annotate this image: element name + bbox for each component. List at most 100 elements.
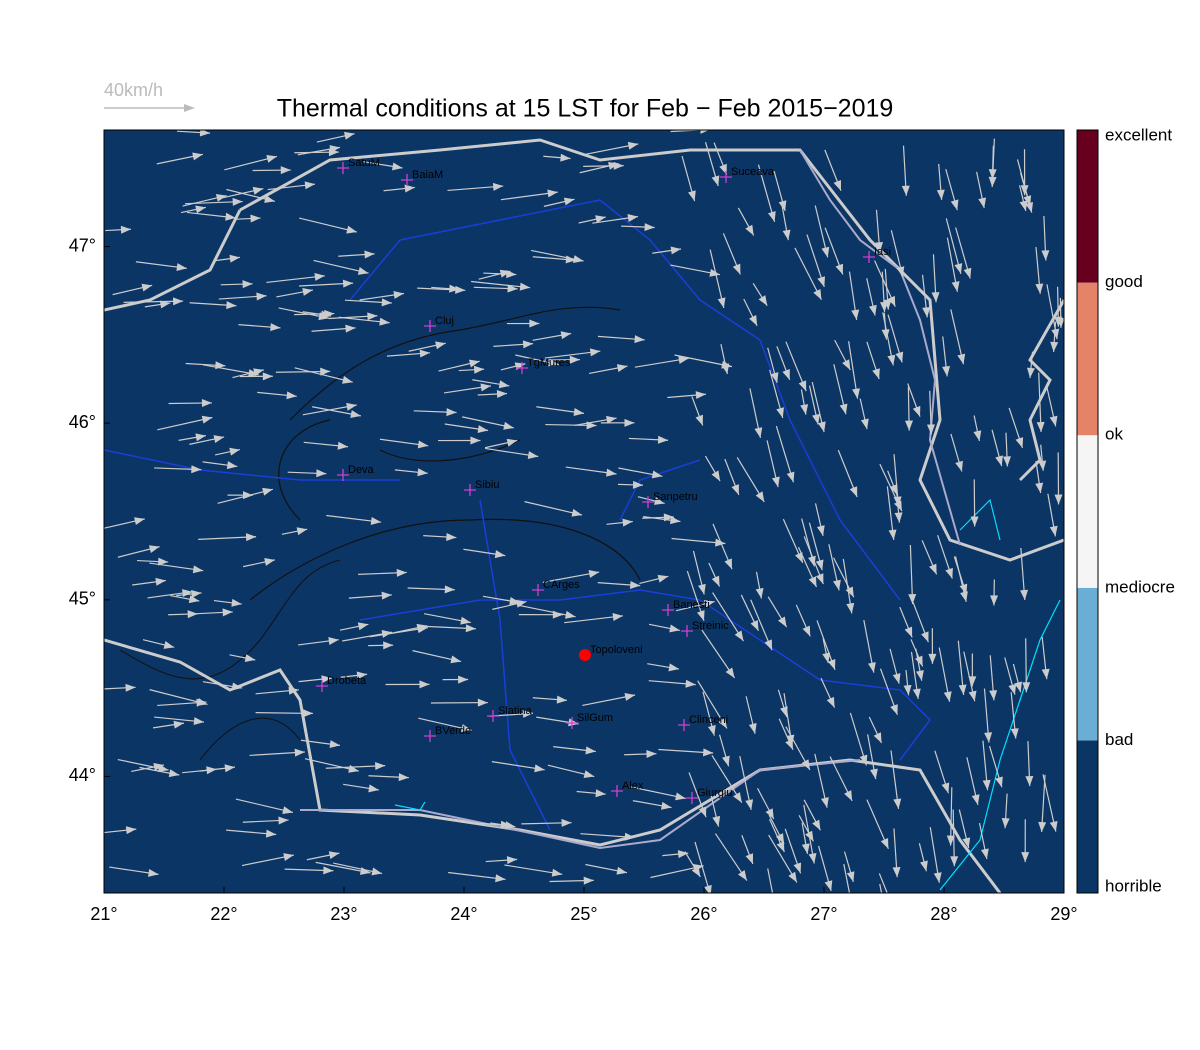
- wind-arrow-head: [846, 602, 855, 614]
- wind-arrow-head: [852, 388, 860, 399]
- wind-arrow-head: [786, 471, 795, 483]
- wind-arrow-head: [892, 673, 901, 684]
- wind-arrow-head: [1008, 683, 1017, 695]
- wind-arrow-head: [780, 706, 788, 718]
- wind-arrow-head: [883, 299, 892, 310]
- wind-arrow-head: [191, 589, 202, 598]
- wind-arrow-head: [158, 557, 169, 566]
- wind-arrow: [879, 883, 883, 893]
- wind-arrow-head: [1021, 852, 1030, 863]
- wind-arrow-head: [314, 272, 325, 281]
- wind-arrow-head: [889, 484, 898, 495]
- wind-arrow-head: [460, 724, 472, 732]
- city-marker: [863, 251, 875, 263]
- y-tick-label: 44°: [69, 765, 96, 785]
- wind-arrow-head: [519, 282, 531, 291]
- colorbar-segment: [1077, 435, 1098, 588]
- wind-arrow-head: [990, 595, 999, 606]
- wind-arrow-head: [678, 355, 689, 364]
- wind-arrow-head: [1038, 460, 1047, 471]
- wind-arrow-head: [288, 686, 299, 695]
- wind-arrow-head: [392, 162, 403, 171]
- wind-arrow-head: [842, 359, 851, 371]
- wind-arrow-head: [737, 870, 747, 881]
- wind-arrow-head: [920, 860, 928, 872]
- wind-arrow-head: [795, 552, 803, 563]
- wind-arrow-head: [572, 255, 584, 263]
- wind-arrow-head: [715, 538, 726, 547]
- wind-arrow-head: [480, 383, 491, 392]
- city-label: TgMures: [527, 357, 571, 369]
- wind-arrow-head: [817, 421, 826, 433]
- wind-arrow-head: [595, 215, 606, 224]
- wind-arrow-head: [321, 675, 332, 684]
- wind-arrow-head: [446, 408, 457, 417]
- wind-arrow-head: [755, 491, 765, 502]
- map-background: [104, 130, 1064, 893]
- wind-arrow-head: [583, 770, 595, 779]
- wind-arrow-head: [262, 487, 273, 496]
- wind-arrow-head: [370, 517, 382, 525]
- wind-arrow-head: [225, 212, 236, 221]
- wind-arrow-head: [980, 848, 989, 860]
- wind-arrow-head: [651, 470, 663, 479]
- wind-arrow-head: [595, 789, 606, 798]
- city-label: Alex: [622, 780, 644, 792]
- wind-arrow-head: [527, 451, 539, 459]
- colorbar-segment: [1077, 587, 1098, 741]
- wind-arrow-head: [808, 576, 817, 587]
- city-label: CArges: [543, 579, 580, 591]
- wind-arrow-head: [529, 319, 540, 328]
- wind-arrow-head: [381, 591, 392, 600]
- wind-arrow-head: [978, 197, 987, 209]
- wind-arrow-head: [826, 696, 835, 708]
- wind-arrow-head: [404, 184, 415, 193]
- wind-arrow-head: [569, 355, 580, 364]
- x-tick-label: 24°: [450, 904, 477, 924]
- wind-arrow-head: [134, 517, 145, 525]
- wind-arrow-head: [231, 682, 243, 691]
- wind-arrow-head: [835, 263, 844, 275]
- wind-arrow-head: [470, 436, 481, 445]
- wind-arrow-head: [750, 620, 759, 631]
- city-marker: [720, 171, 732, 183]
- wind-arrow-head: [893, 916, 900, 927]
- wind-arrow-head: [345, 324, 356, 333]
- wind-arrow-head: [657, 574, 669, 583]
- x-tick-label: 23°: [330, 904, 357, 924]
- wind-arrow-head: [242, 491, 253, 500]
- wind-arrow-head: [1020, 589, 1029, 601]
- wind-arrow-head: [213, 435, 225, 443]
- wind-arrow-head: [155, 577, 166, 586]
- wind-arrow-head: [329, 145, 341, 154]
- wind-arrow-head: [608, 162, 619, 170]
- wind-arrow-head: [912, 405, 921, 417]
- wind-arrow-head: [503, 421, 514, 430]
- wind-arrow-head: [685, 679, 696, 688]
- wind-arrow-head: [356, 671, 368, 680]
- wind-arrow-head: [984, 732, 993, 743]
- wind-arrow-head: [282, 806, 293, 815]
- wind-arrow-head: [776, 407, 784, 418]
- wind-arrow-head: [348, 764, 359, 773]
- wind-arrow-head: [224, 764, 235, 773]
- wind-arrow-head: [612, 613, 623, 621]
- wind-arrow-head: [318, 312, 329, 321]
- wind-arrow-head: [801, 759, 810, 770]
- wind-arrow-head: [922, 307, 931, 318]
- wind-arrow-head: [1020, 185, 1029, 196]
- wind-arrow-head: [232, 197, 243, 206]
- wind-arrow-head: [707, 724, 716, 736]
- wind-arrow-head: [199, 130, 211, 137]
- wind-arrow-head: [606, 468, 617, 477]
- wind-arrow-head: [242, 280, 253, 289]
- wind-arrow-head: [950, 199, 959, 211]
- wind-arrow-head: [846, 871, 855, 882]
- wind-arrow-head: [802, 625, 811, 637]
- wind-arrow-head: [958, 684, 967, 695]
- wind-arrow-head: [286, 391, 297, 400]
- wind-arrow-head: [556, 695, 567, 704]
- wind-arrow-head: [733, 792, 742, 803]
- wind-arrow-head: [337, 441, 348, 450]
- wind-arrow-head: [627, 141, 639, 150]
